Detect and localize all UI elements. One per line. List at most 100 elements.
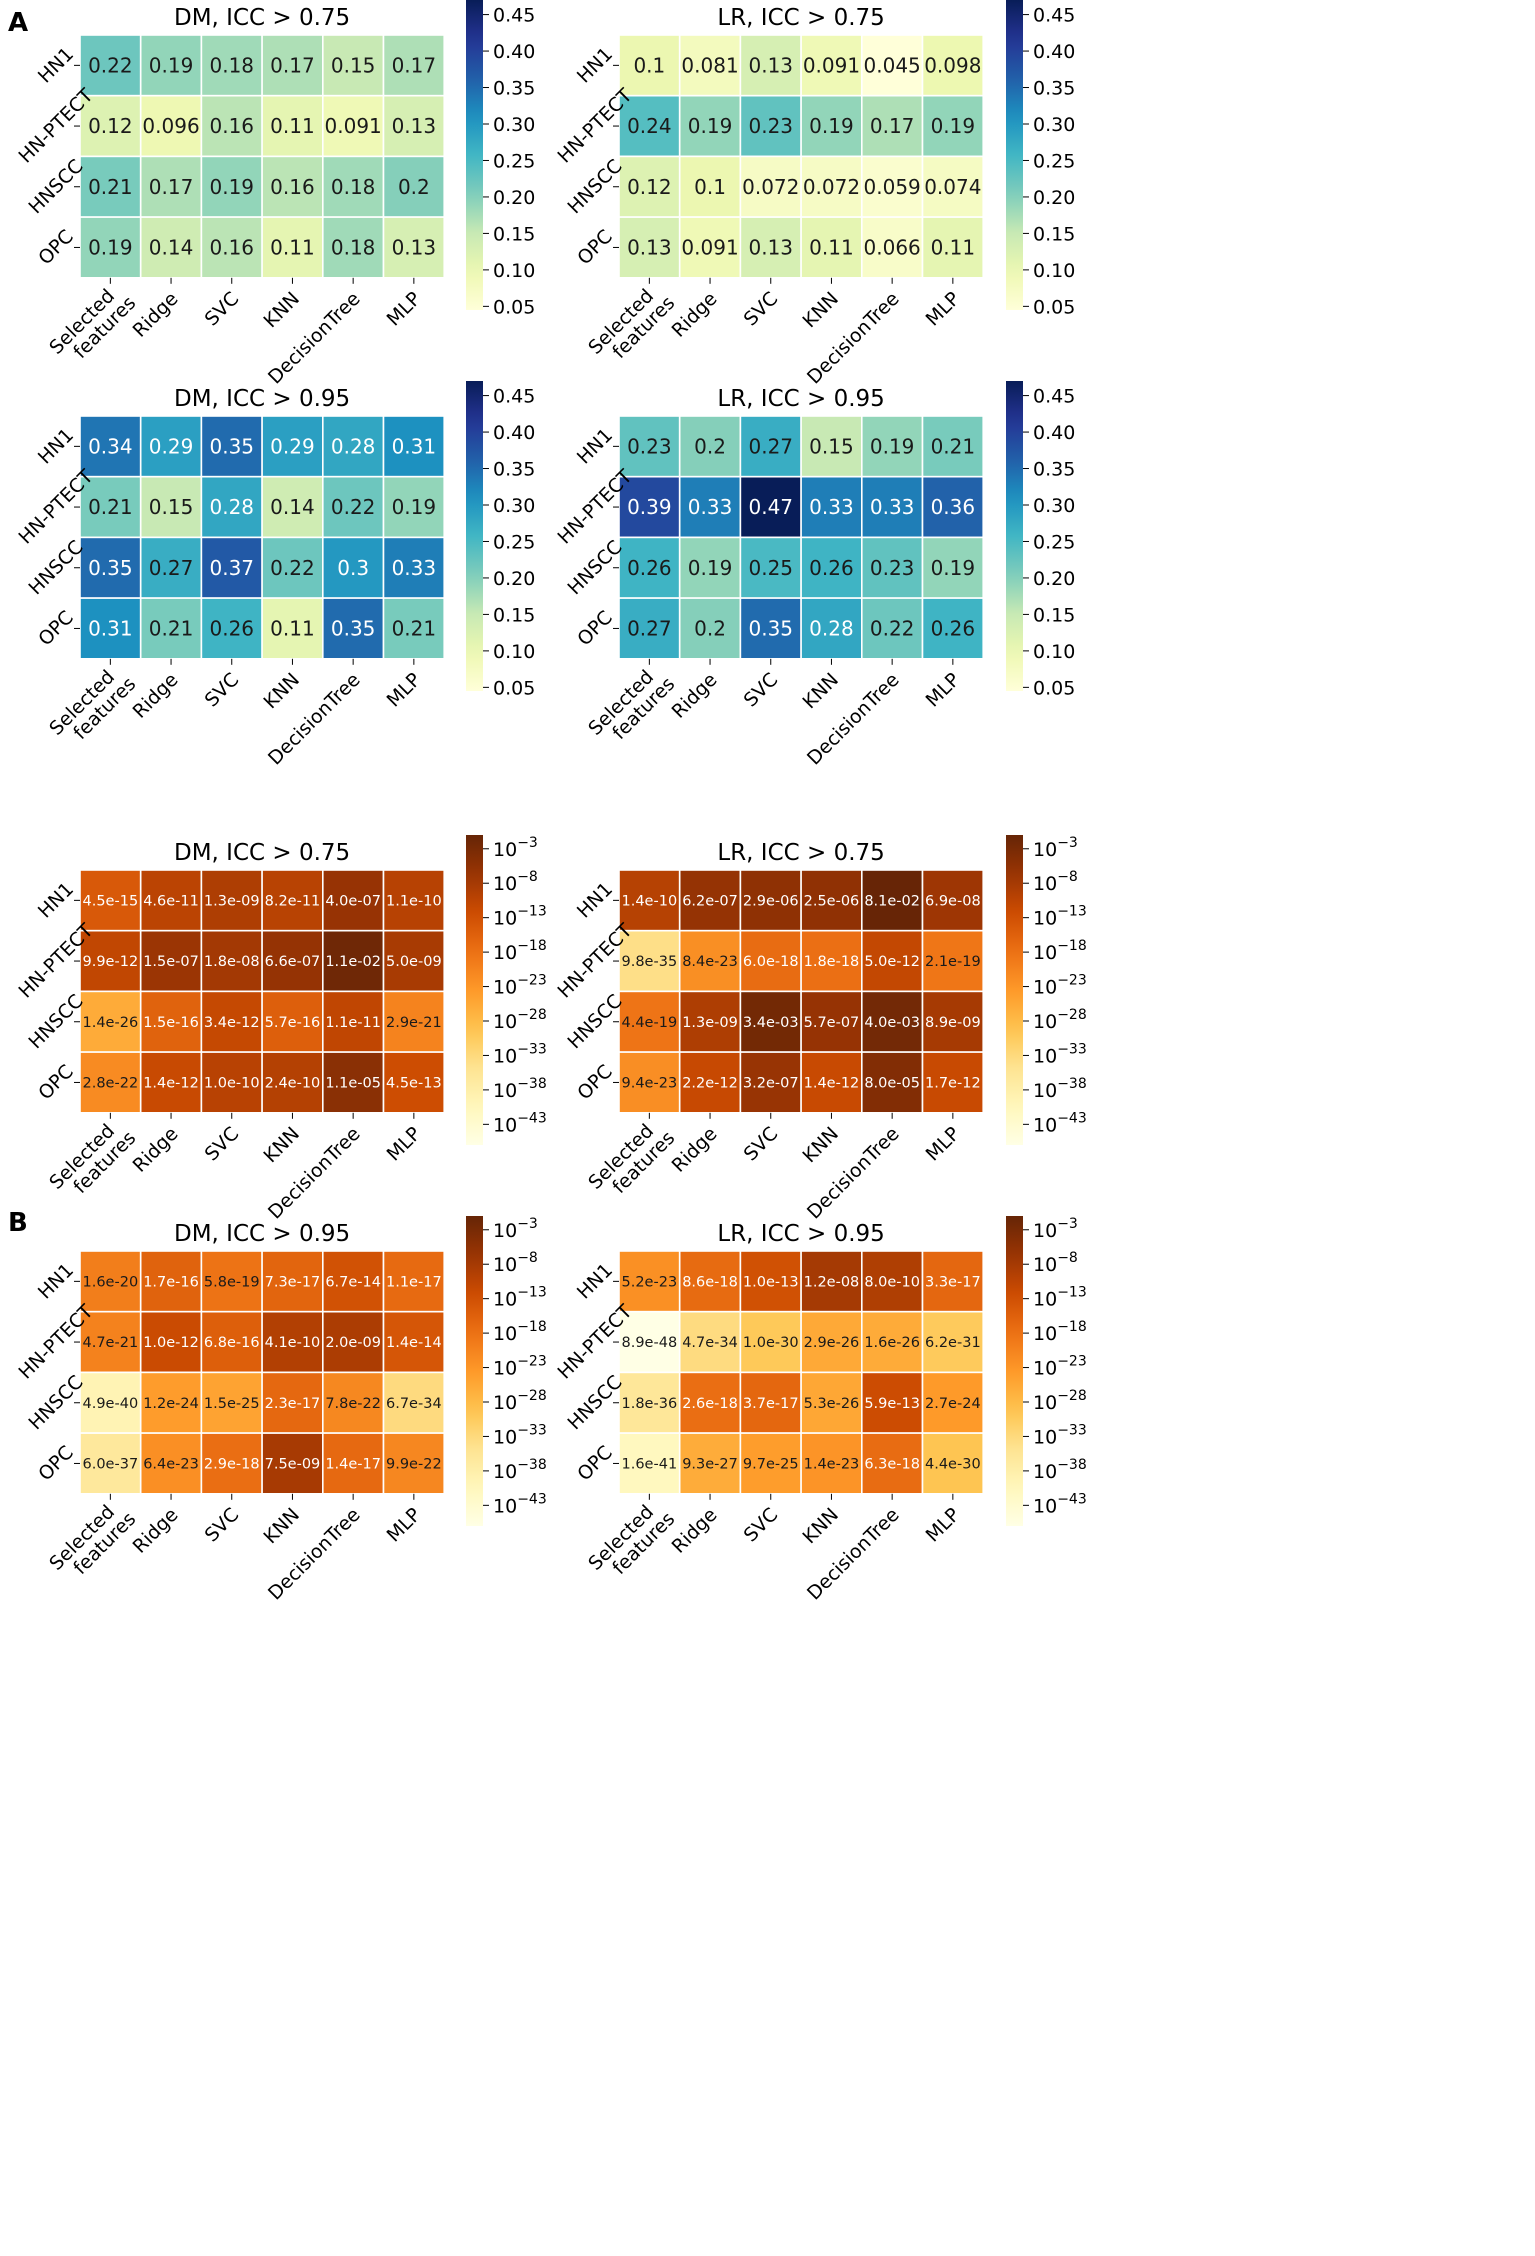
heatmap-cell <box>678 1310 742 1374</box>
heatmap-cell <box>200 1250 263 1313</box>
colorbar-tick-label: 10−38 <box>493 1457 547 1483</box>
heatmap-cell <box>860 1432 924 1495</box>
cell-value-label: 9.3e-27 <box>682 1456 738 1472</box>
colorbar-tick-label: 10−18 <box>1033 1319 1087 1345</box>
colorbar-tick-label: 0.10 <box>493 641 535 663</box>
heatmap-cell <box>79 415 142 478</box>
cell-value-label: 4.4e-30 <box>925 1456 981 1472</box>
cell-value-label: 0.3 <box>337 556 369 580</box>
x-tick-label: Selectedfeatures <box>45 1494 140 1589</box>
heatmap-panel: LR, ICC > 0.750.1 0.081 0.13 0.091 0.045 0.09… <box>554 0 1075 389</box>
heatmap-cell <box>261 1310 324 1374</box>
colorbar-tick-label: 10−13 <box>1033 1285 1087 1311</box>
cell-value-label: 0.33 <box>870 495 915 519</box>
heatmap-cell <box>139 597 203 660</box>
x-tick-label: KNN <box>260 288 304 332</box>
cell-value-label: 0.18 <box>209 53 254 77</box>
y-tick-label: OPC <box>573 607 617 651</box>
x-tick-label: SVC <box>740 1123 783 1166</box>
cell-value-label: 1.4e-12 <box>804 1075 860 1091</box>
cell-value-label: 0.19 <box>392 495 437 519</box>
x-tick-label: Ridge <box>668 1123 722 1177</box>
x-tick-label: KNN <box>260 1504 304 1548</box>
heatmap-cell <box>739 597 802 660</box>
x-tick-label: Ridge <box>668 669 722 723</box>
cell-value-label: 1.4e-12 <box>143 1075 199 1091</box>
cell-value-label: 0.11 <box>270 616 315 640</box>
heatmap-cell <box>860 475 924 539</box>
colorbar-tick-label: 0.35 <box>1033 459 1075 481</box>
colorbar-tick-label: 0.15 <box>493 223 535 245</box>
cell-value-label: 0.13 <box>392 235 437 259</box>
cell-value-label: 0.059 <box>864 175 921 199</box>
colorbar-tick-label: 0.10 <box>1033 641 1075 663</box>
colorbar-tick-label: 0.35 <box>1033 78 1075 100</box>
colorbar <box>466 381 483 691</box>
cell-value-label: 6.3e-18 <box>864 1456 920 1472</box>
cell-value-label: 6.7e-34 <box>386 1396 442 1412</box>
heatmap-panel: DM, ICC > 0.75 4.5e-15 4.6e-11 1.3e-09 8.2e-… <box>15 835 547 1224</box>
cell-value-label: 5.7e-16 <box>265 1015 321 1031</box>
heatmap-cell <box>139 929 203 993</box>
cell-value-label: 1.5e-07 <box>143 954 199 970</box>
cell-value-label: 2.7e-24 <box>925 1396 981 1412</box>
colorbar-tick-label: 0.20 <box>493 187 535 209</box>
x-tick-label: KNN <box>260 669 304 713</box>
cell-value-label: 2.8e-22 <box>83 1075 139 1091</box>
x-tick-label: Ridge <box>668 1504 722 1558</box>
heatmap-cell <box>800 536 863 599</box>
cell-value-label: 0.35 <box>748 616 793 640</box>
cell-value-label: 0.14 <box>149 235 194 259</box>
heatmap-panel: LR, ICC > 0.95 0.23 0.2 0.27 0.15 0.19 0.21 0.3… <box>554 381 1075 770</box>
cell-value-label: 0.11 <box>270 235 315 259</box>
heatmap-cell <box>921 216 985 279</box>
cell-value-label: 0.2 <box>694 616 726 640</box>
heatmap-cell <box>321 1051 385 1114</box>
cell-value-label: 0.31 <box>392 434 437 458</box>
cell-value-label: 0.074 <box>924 175 981 199</box>
cell-value-label: 8.1e-02 <box>864 893 920 909</box>
cell-value-label: 0.12 <box>627 175 672 199</box>
heatmap-cell <box>618 1371 681 1434</box>
colorbar-tick-label: 0.45 <box>493 386 535 408</box>
cell-value-label: 1.4e-23 <box>804 1456 860 1472</box>
y-tick-label: HN1 <box>34 43 78 87</box>
cell-value-label: 9.9e-12 <box>83 954 139 970</box>
heatmap-cell <box>800 929 863 993</box>
cell-value-label: 4.0e-07 <box>325 893 381 909</box>
cell-value-label: 0.13 <box>748 235 793 259</box>
x-tick-label: SVC <box>201 288 244 331</box>
x-tick-label: MLP <box>922 1504 965 1547</box>
cell-value-label: 0.15 <box>809 434 854 458</box>
cell-value-label: 0.091 <box>681 235 738 259</box>
cell-value-label: 0.091 <box>803 53 860 77</box>
heatmap-cell <box>139 1432 203 1495</box>
colorbar-tick-label: 0.25 <box>1033 150 1075 172</box>
cell-value-label: 0.14 <box>270 495 315 519</box>
heatmap-cell <box>800 1051 863 1114</box>
cell-value-label: 1.0e-12 <box>143 1335 199 1351</box>
colorbar-tick-label: 10−18 <box>1033 938 1087 964</box>
cell-value-label: 8.0e-10 <box>864 1274 920 1290</box>
x-tick-label: SVC <box>740 288 783 331</box>
heatmap-cell <box>261 990 324 1053</box>
heatmap-cell <box>382 929 446 993</box>
cell-value-label: 7.5e-09 <box>265 1456 321 1472</box>
cell-value-label: 6.9e-08 <box>925 893 981 909</box>
heatmap-cell <box>261 415 324 478</box>
cell-value-label: 9.9e-22 <box>386 1456 442 1472</box>
cell-value-label: 0.27 <box>627 616 672 640</box>
colorbar-tick-label: 10−18 <box>493 938 547 964</box>
cell-value-label: 1.1e-17 <box>386 1274 442 1290</box>
cell-value-label: 0.16 <box>209 235 254 259</box>
heatmap-cell <box>200 415 263 478</box>
cell-value-label: 0.1 <box>633 53 665 77</box>
heatmap-cell <box>79 1310 142 1374</box>
cell-value-label: 0.35 <box>331 616 376 640</box>
heatmap-cell <box>261 34 324 97</box>
colorbar <box>466 835 483 1145</box>
heatmap-cell <box>739 990 802 1053</box>
x-tick-label: MLP <box>922 669 965 712</box>
x-tick-label: Selectedfeatures <box>584 278 679 373</box>
heatmap-cell <box>382 1432 446 1495</box>
